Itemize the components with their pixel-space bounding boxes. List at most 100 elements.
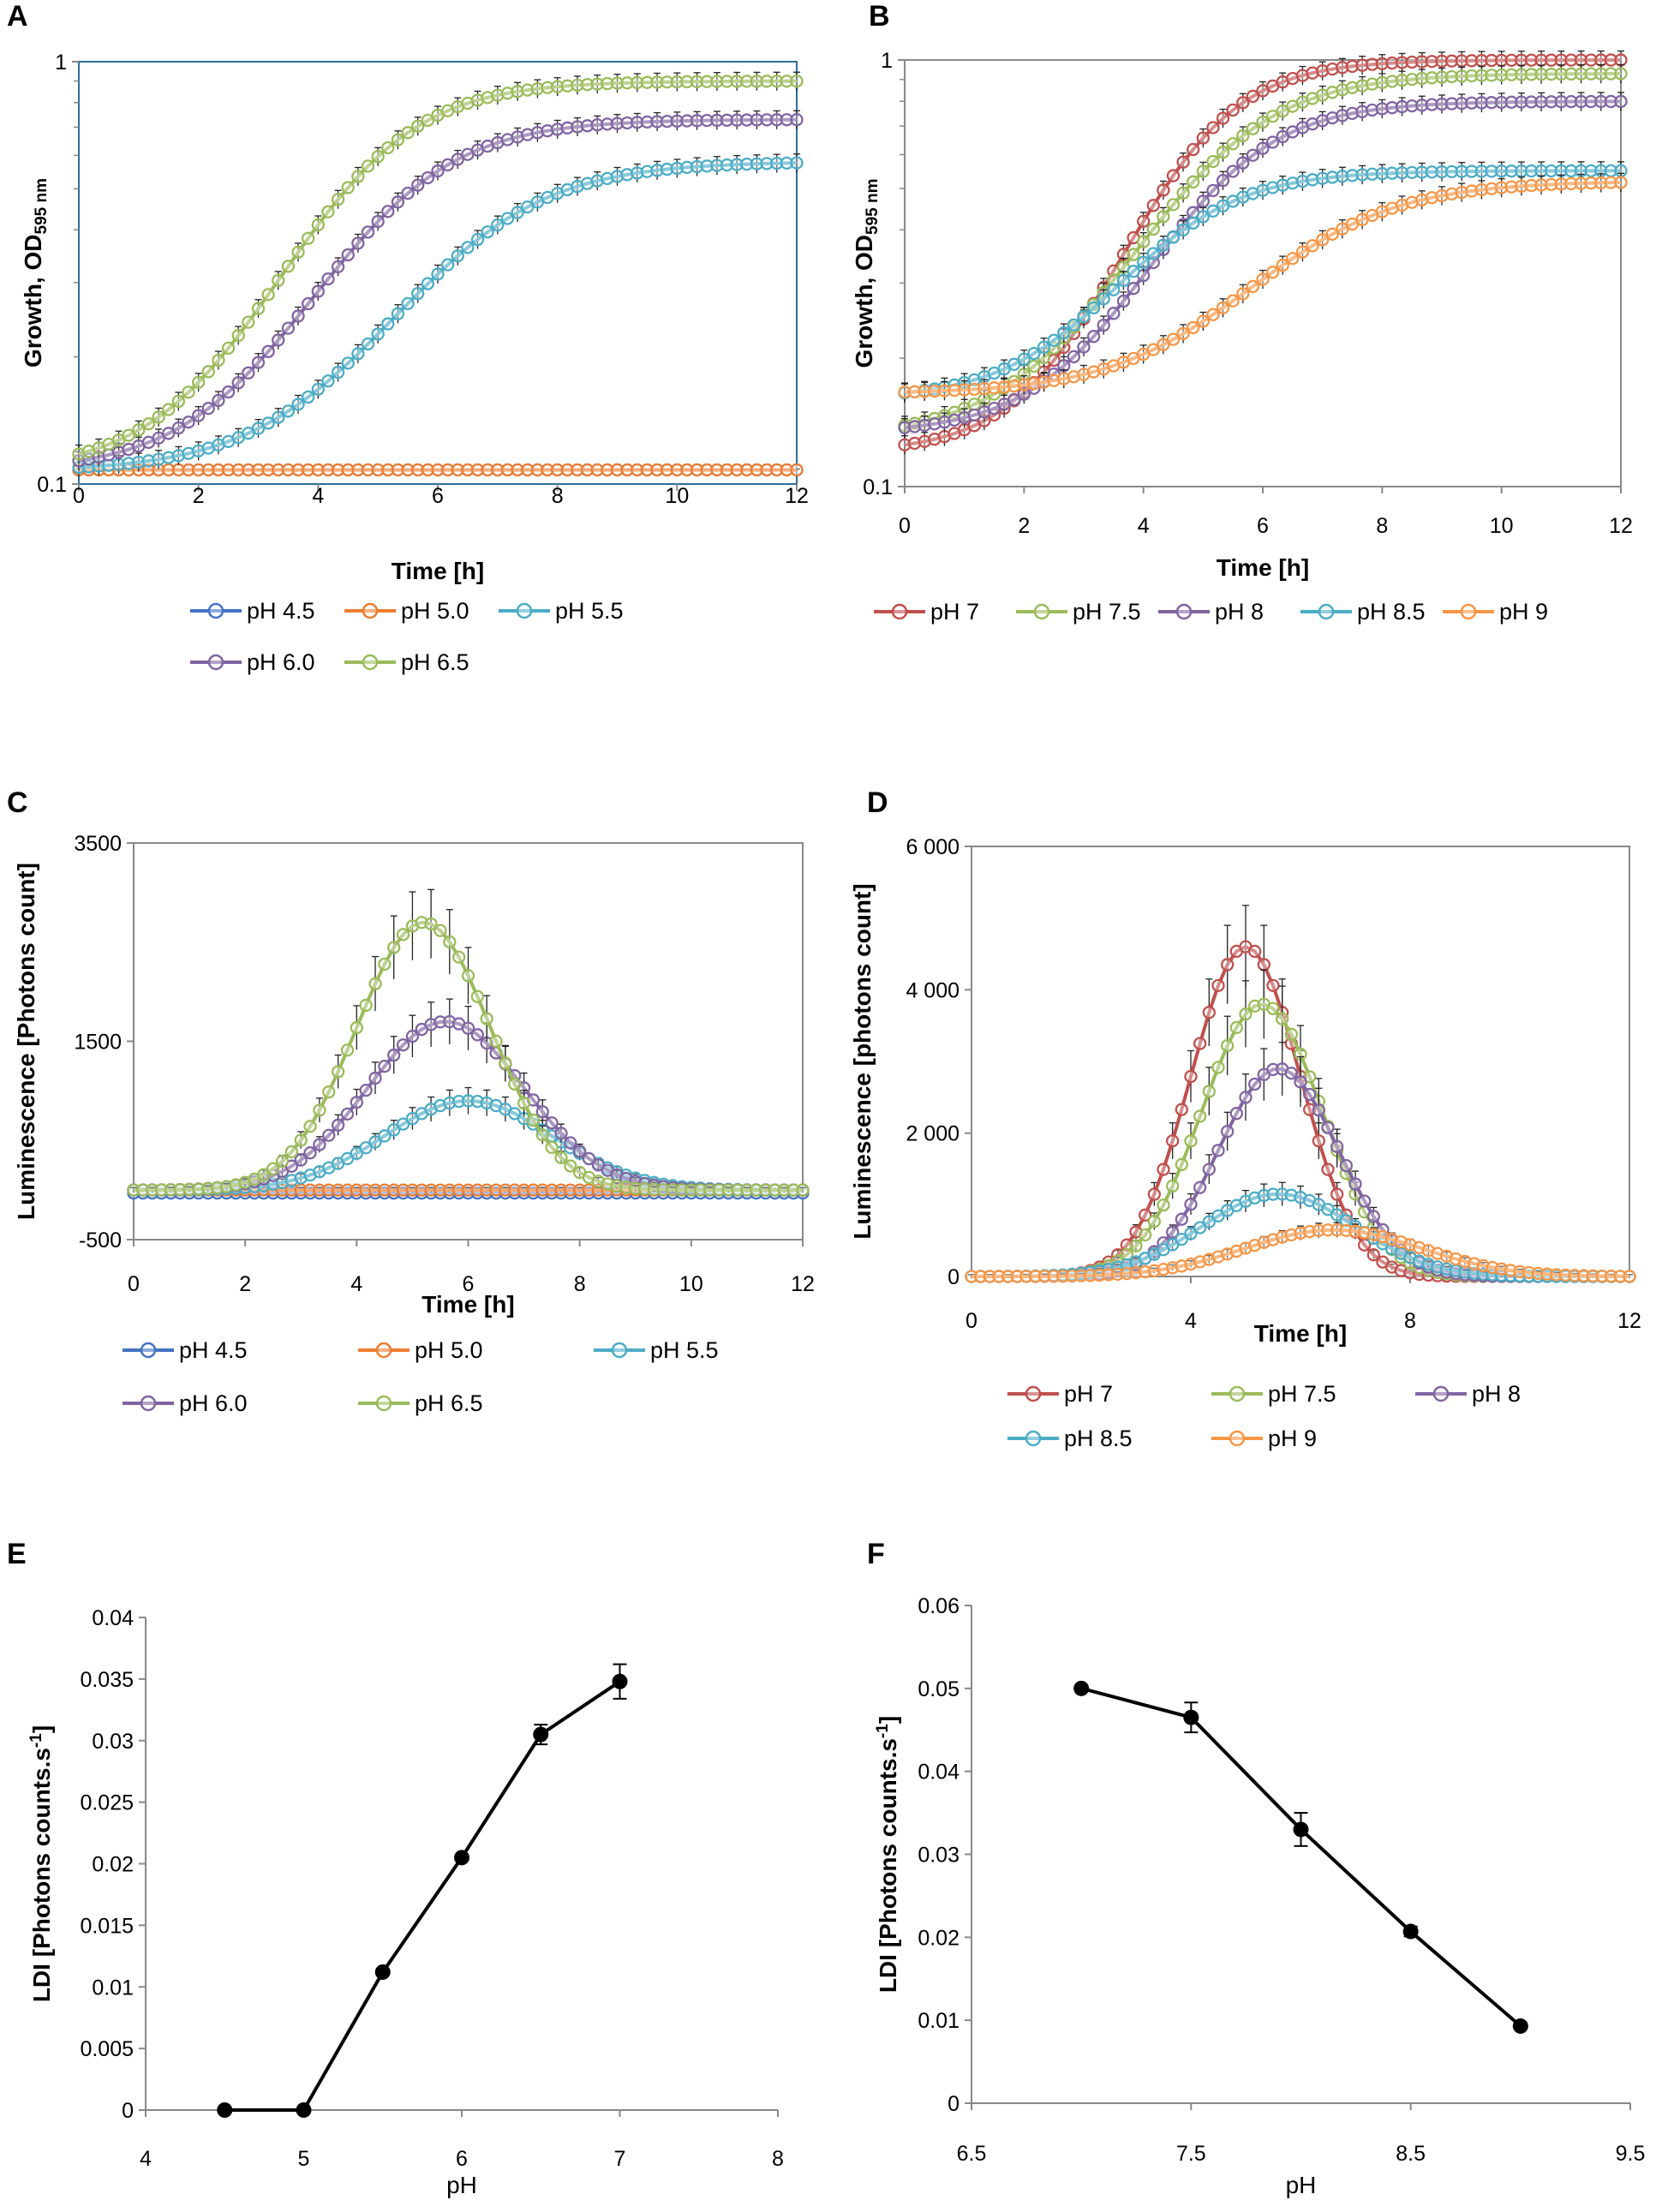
- data-point: [640, 75, 655, 89]
- y-axis-title-main: LDI [Photons counts.s: [28, 1748, 55, 2002]
- data-point: [560, 463, 574, 477]
- data-point: [266, 1162, 280, 1175]
- data-point: [720, 158, 734, 172]
- data-point: [1465, 96, 1479, 110]
- data-point: [257, 1168, 271, 1181]
- legend-label: pH 8: [1215, 599, 1264, 625]
- series-line: [78, 161, 798, 469]
- data-point: [1395, 74, 1409, 87]
- data-point: [1176, 223, 1190, 236]
- legend-label: pH 7.5: [1268, 1381, 1336, 1407]
- data-point: [443, 1183, 457, 1197]
- data-point: [1504, 180, 1518, 194]
- data-point: [508, 1183, 522, 1197]
- data-point: [1127, 265, 1140, 278]
- data-point: [1248, 1077, 1262, 1091]
- data-point: [470, 232, 485, 247]
- data-point: [601, 76, 614, 91]
- data-point: [1166, 1134, 1180, 1148]
- x-tick-label: 6: [456, 2147, 468, 2171]
- data-point: [401, 126, 415, 140]
- y-axis-title-sup: -1: [27, 1733, 45, 1748]
- data-point: [242, 366, 255, 380]
- data-point: [1166, 1179, 1180, 1193]
- data-point: [171, 394, 186, 409]
- y-tick-label: 0.005: [80, 2037, 134, 2061]
- data-point: [313, 1103, 326, 1117]
- data-point: [231, 328, 245, 343]
- series-pH-5.0: [72, 463, 804, 477]
- data-point: [750, 1183, 763, 1197]
- data-point: [361, 463, 375, 477]
- data-point: [1183, 1709, 1199, 1725]
- data-point: [1465, 184, 1479, 198]
- data-point: [1545, 95, 1558, 109]
- data-point: [164, 1183, 178, 1197]
- data-point: [1312, 1103, 1325, 1117]
- data-point: [1229, 1107, 1243, 1121]
- data-point: [1196, 194, 1210, 208]
- data-point: [1047, 333, 1061, 347]
- data-point: [758, 1183, 773, 1197]
- data-point: [730, 113, 744, 127]
- data-point: [1345, 59, 1360, 74]
- data-point: [272, 273, 285, 288]
- data-point: [629, 1181, 643, 1195]
- data-point: [760, 75, 774, 88]
- x-axis-title: pH: [1286, 2172, 1317, 2198]
- data-point: [511, 463, 524, 477]
- data-point: [656, 1182, 670, 1197]
- y-axis-title: Growth, OD595 nm: [20, 178, 51, 368]
- legend-label: pH 4.5: [247, 598, 315, 624]
- data-point: [1330, 1187, 1344, 1201]
- data-point: [1037, 340, 1051, 354]
- data-point: [530, 463, 545, 477]
- data-point: [1515, 179, 1528, 193]
- data-point: [1425, 165, 1439, 179]
- series-line: [1080, 1686, 1522, 2028]
- data-point: [740, 463, 754, 477]
- data-point: [1246, 122, 1260, 135]
- y-tick-label: 0.01: [918, 2009, 960, 2033]
- data-point: [251, 356, 266, 369]
- data-point: [1175, 1103, 1188, 1116]
- data-point: [786, 1183, 800, 1197]
- data-point: [1187, 320, 1200, 335]
- data-point: [378, 957, 392, 971]
- data-point: [1325, 227, 1339, 241]
- y-tick-label: 0.025: [80, 1791, 134, 1815]
- data-point: [545, 1183, 559, 1197]
- x-tick-label: 4: [350, 1272, 362, 1296]
- series-pH-5.5: [72, 153, 804, 477]
- data-point: [1524, 164, 1539, 178]
- legend: pH 4.5 pH 5.0 pH 5.5 pH 6.0 pH 6.5: [190, 598, 624, 675]
- data-point: [551, 80, 565, 93]
- data-point: [182, 386, 195, 399]
- data-point: [580, 463, 595, 477]
- data-point: [1157, 1163, 1170, 1176]
- data-point: [661, 75, 674, 89]
- legend-marker: [516, 602, 533, 619]
- data-point: [790, 156, 804, 170]
- data-point: [1265, 266, 1280, 279]
- data-point: [790, 463, 804, 477]
- data-point: [1415, 55, 1429, 69]
- series-group: [965, 905, 1636, 1283]
- x-tick-label: 6: [463, 1272, 475, 1296]
- data-point: [251, 421, 266, 435]
- series-line: [904, 169, 1621, 395]
- data-point: [350, 1096, 363, 1109]
- data-point: [1495, 181, 1509, 194]
- x-tick-label: 8: [1376, 514, 1388, 538]
- data-point: [521, 200, 535, 214]
- y-tick-label: 0.1: [37, 473, 67, 497]
- x-tick-label: 0: [899, 514, 911, 538]
- data-point: [451, 152, 464, 166]
- data-point: [1358, 1194, 1372, 1208]
- data-point: [670, 161, 684, 176]
- data-point: [1355, 58, 1369, 72]
- series-line: [904, 72, 1621, 427]
- series-pH-7: [898, 50, 1628, 455]
- data-point: [296, 2102, 312, 2118]
